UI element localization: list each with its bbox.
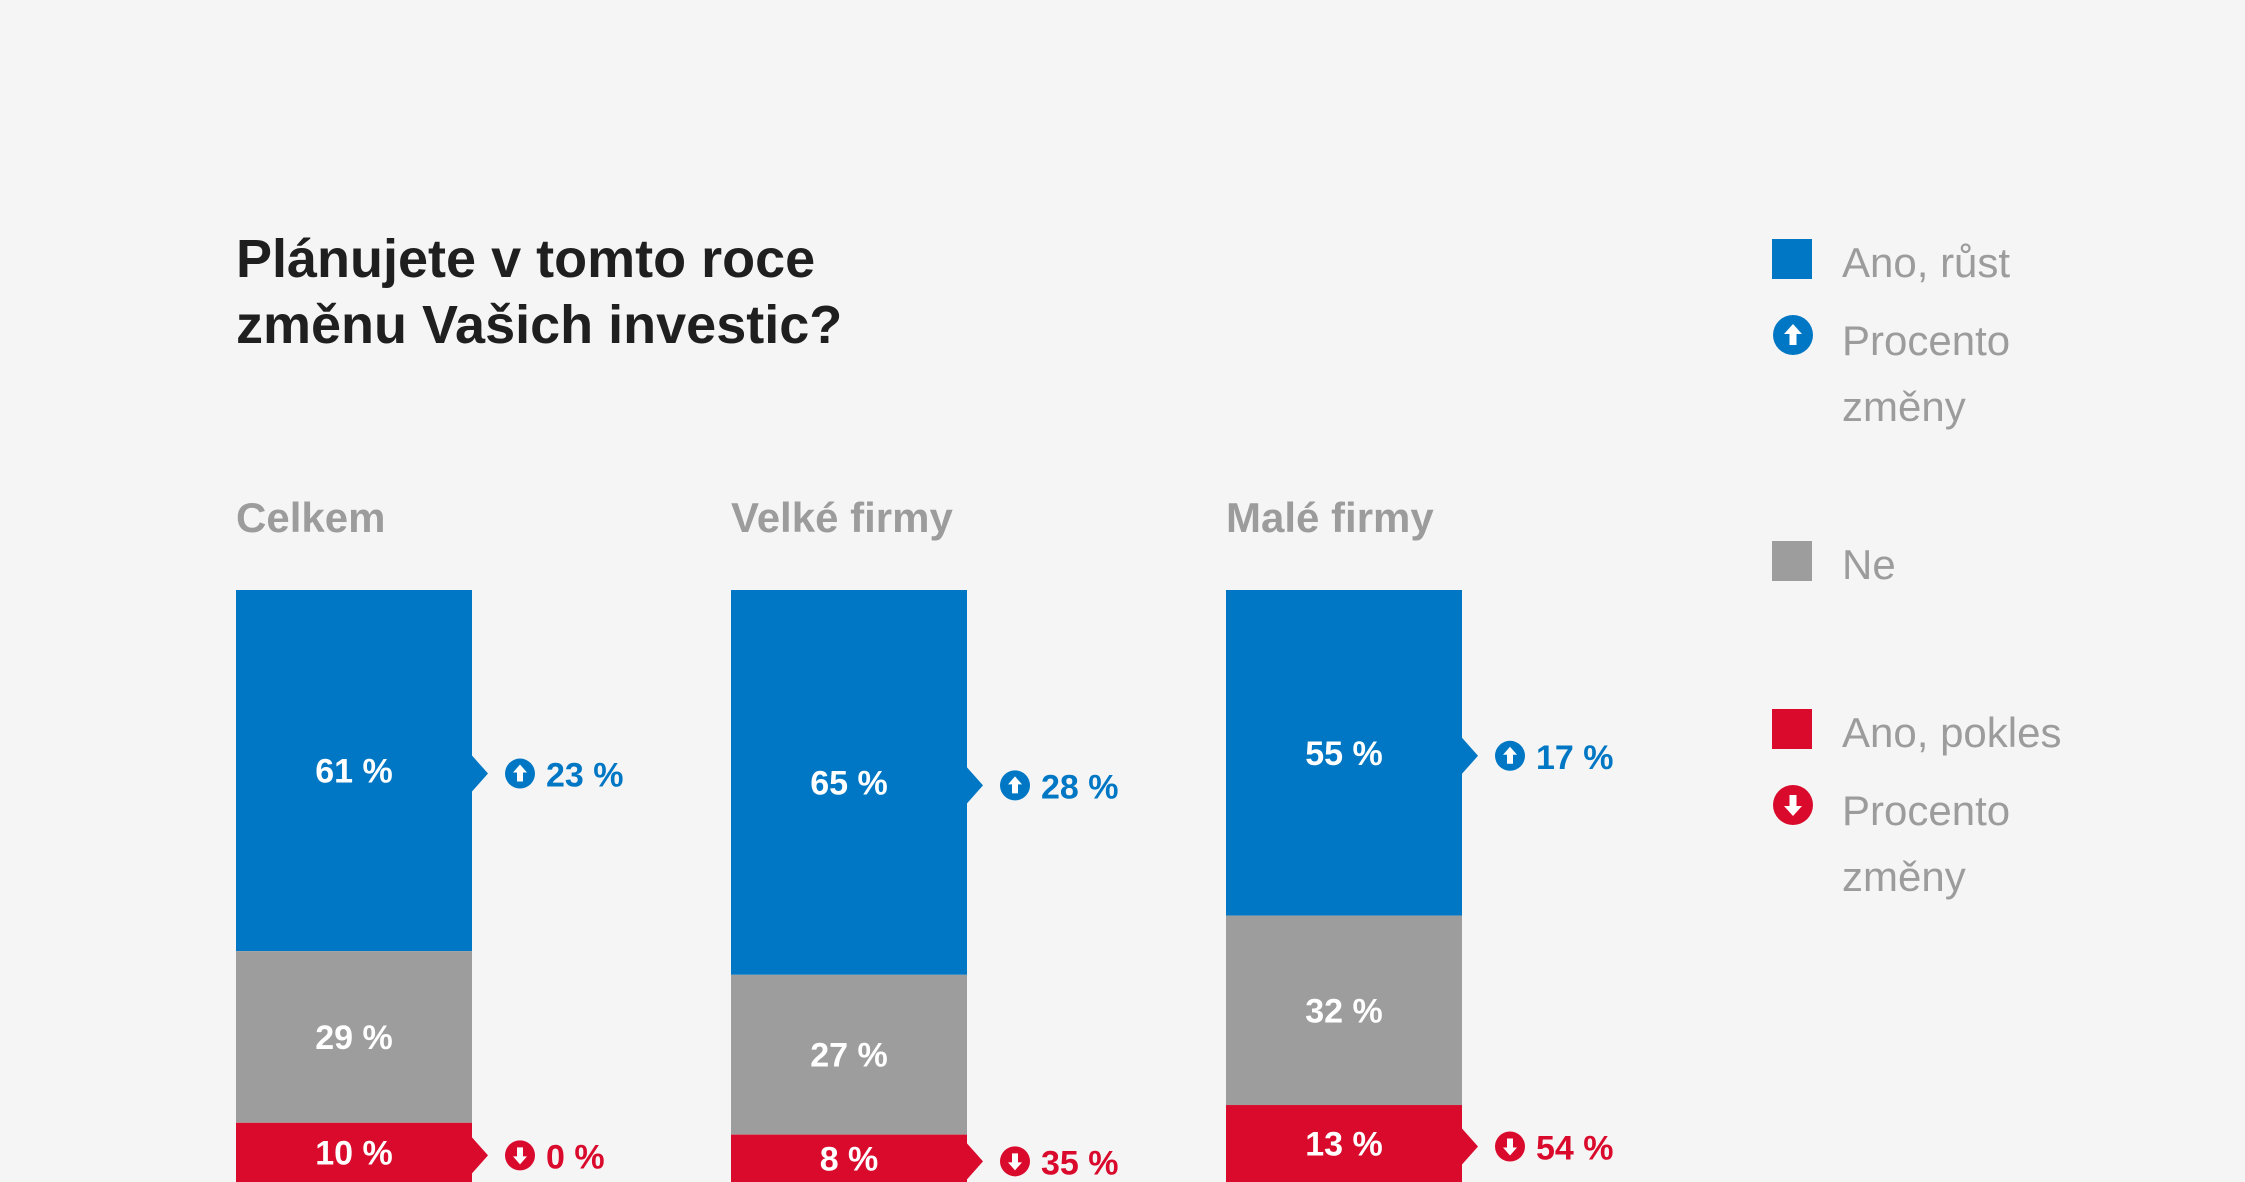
legend-swatch-down [1772, 709, 1812, 749]
change-value-up: 23 % [546, 757, 624, 795]
arrow-down-circle-icon-arrow [513, 1147, 527, 1165]
arrow-down-circle-icon [1773, 785, 1813, 825]
bar-value-label: 27 % [810, 1037, 888, 1075]
arrow-down-circle-icon-arrow [1503, 1138, 1517, 1156]
bar-segment-up [1226, 590, 1462, 916]
chart-title-line-2: změnu Vašich investic? [236, 295, 843, 355]
category-title: Celkem [236, 494, 385, 541]
legend-label-up: Ano, růst [1842, 239, 2011, 286]
arrow-up-circle-icon-arrow [513, 764, 527, 782]
arrow-down-circle-icon [1495, 1131, 1525, 1162]
bar-segment-down [236, 1122, 472, 1182]
arrow-down-circle-icon-arrow [1008, 1153, 1022, 1171]
change-pointer-down [967, 1143, 983, 1180]
change-value-up: 17 % [1536, 739, 1614, 777]
stacked-bar-chart: Celkem 61 % 29 % 10 % 23 % 0 % Velké firmy 65 %… [236, 494, 1614, 1182]
legend-label-up-change-1: Procento [1842, 317, 2011, 364]
change-value-up: 28 % [1041, 768, 1119, 806]
bar-segment-up [236, 590, 472, 952]
bar-value-label: 32 % [1305, 992, 1383, 1030]
legend-label-up-change-2: změny [1842, 383, 1966, 430]
bar-value-label: 65 % [810, 764, 888, 802]
bar-segment-down [1226, 1105, 1462, 1182]
arrow-up-circle-icon [1495, 740, 1525, 771]
category-title: Malé firmy [1226, 494, 1434, 541]
bar-segment-no [236, 951, 472, 1123]
bar-segment-no [731, 974, 967, 1135]
legend-label-no: Ne [1842, 541, 1896, 588]
change-value-down: 54 % [1536, 1130, 1614, 1168]
legend-label-down-change-2: změny [1842, 853, 1966, 900]
change-value-down: 35 % [1041, 1144, 1119, 1182]
bar-segment-down [731, 1134, 967, 1182]
change-pointer-down [472, 1137, 488, 1174]
change-pointer-up [967, 767, 983, 804]
arrow-down-circle-icon [1000, 1146, 1030, 1177]
bar-value-label: 61 % [315, 753, 393, 791]
bar-value-label: 13 % [1305, 1126, 1383, 1164]
arrow-up-circle-icon [505, 758, 535, 789]
legend-swatch-up [1772, 239, 1812, 279]
bar-value-label: 8 % [820, 1140, 879, 1178]
chart-title: Plánujete v tomto roce změnu Vašich inve… [236, 226, 842, 358]
arrow-down-circle-icon [505, 1140, 535, 1171]
legend-label-down: Ano, pokles [1842, 709, 2062, 756]
change-pointer-up [472, 755, 488, 792]
bar-value-label: 29 % [315, 1019, 393, 1057]
chart-title-line-1: Plánujete v tomto roce [236, 229, 816, 289]
category-title: Velké firmy [731, 494, 953, 541]
legend-swatch-no [1772, 541, 1812, 581]
bar-value-label: 55 % [1305, 735, 1383, 773]
arrow-up-circle-icon-arrow [1503, 746, 1517, 764]
bar-segment-no [1226, 915, 1462, 1106]
change-pointer-up [1462, 737, 1478, 774]
change-value-down: 0 % [546, 1138, 605, 1176]
arrow-up-circle-icon-arrow [1008, 776, 1022, 794]
arrow-up-circle-icon [1000, 770, 1030, 801]
bar-value-label: 10 % [315, 1134, 393, 1172]
bar-segment-up [731, 590, 967, 975]
arrow-up-circle-icon [1773, 315, 1813, 355]
change-pointer-down [1462, 1128, 1478, 1165]
legend-label-down-change-1: Procento [1842, 787, 2011, 834]
